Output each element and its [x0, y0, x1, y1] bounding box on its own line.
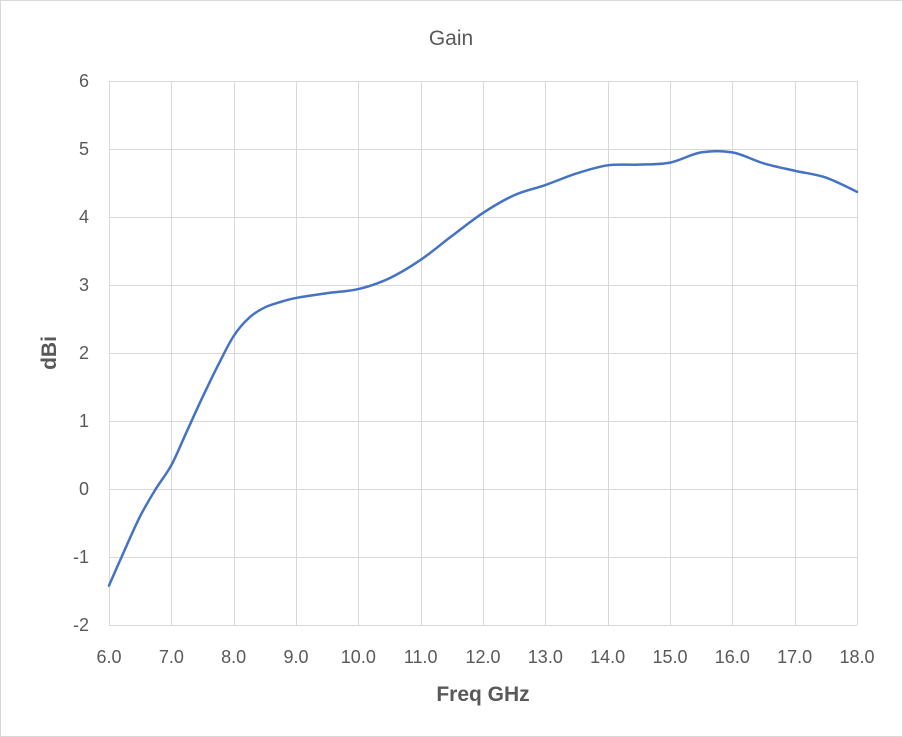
- y-tick-label: 1: [79, 411, 89, 431]
- y-tick-label: 5: [79, 139, 89, 159]
- x-tick-label: 6.0: [96, 647, 121, 667]
- gain-series-line: [107, 149, 859, 587]
- x-tick-label: 7.0: [159, 647, 184, 667]
- chart-title: Gain: [429, 27, 473, 50]
- y-tick-label: -1: [73, 547, 89, 567]
- y-tick-label: -2: [73, 615, 89, 635]
- x-tick-label: 16.0: [715, 647, 750, 667]
- y-tick-label: 2: [79, 343, 89, 363]
- y-axis-ticks: 6 5 4 3 2 1 0 -1 -2: [73, 71, 89, 635]
- x-tick-label: 18.0: [839, 647, 874, 667]
- x-tick-label: 8.0: [221, 647, 246, 667]
- y-tick-label: 4: [79, 207, 89, 227]
- y-tick-label: 3: [79, 275, 89, 295]
- series-layer: [107, 149, 859, 587]
- gridlines: [109, 81, 858, 626]
- x-axis-ticks: 6.0 7.0 8.0 9.0 10.0 11.0 12.0 13.0 14.0 15.0 16.0…: [96, 647, 874, 667]
- x-tick-label: 13.0: [528, 647, 563, 667]
- x-tick-label: 11.0: [404, 647, 438, 667]
- x-tick-label: 12.0: [465, 647, 500, 667]
- x-axis-title: Freq GHz: [436, 683, 529, 706]
- y-tick-label: 0: [79, 479, 89, 499]
- x-tick-label: 10.0: [341, 647, 376, 667]
- y-axis-title: dBi: [38, 336, 61, 370]
- x-tick-label: 17.0: [777, 647, 812, 667]
- x-tick-label: 15.0: [652, 647, 687, 667]
- x-tick-label: 9.0: [283, 647, 308, 667]
- x-tick-label: 14.0: [590, 647, 625, 667]
- y-tick-label: 6: [79, 71, 89, 91]
